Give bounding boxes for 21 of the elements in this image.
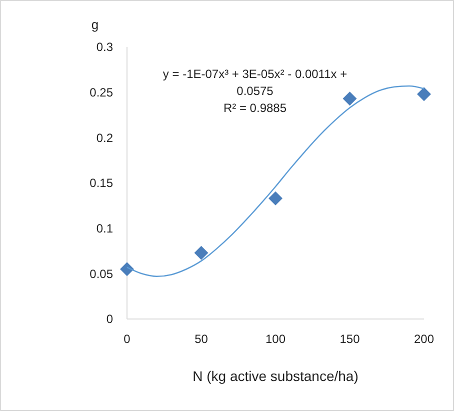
y-tick-label: 0.15 [90, 176, 114, 190]
point [417, 87, 431, 102]
y-axis-title: g [91, 17, 99, 32]
point [120, 262, 134, 276]
annotation: y = -1E-07x³ + 3E-05x² - 0.0011x + 0.0575 [162, 67, 348, 98]
x-axis-title: N (kg active substance/ha) [192, 368, 358, 384]
point [194, 246, 208, 260]
y-tick-label: 0.3 [96, 40, 114, 54]
y-tick-label: 0 [106, 312, 114, 326]
point [342, 92, 357, 106]
y-tick-label: 0.1 [96, 222, 114, 236]
y-tick-label: 0.25 [90, 86, 114, 100]
annotation: R² = 0.9885 [223, 101, 287, 115]
x-tick-label: 100 [265, 332, 286, 346]
x-tick-label: 50 [194, 332, 208, 346]
point [268, 191, 282, 206]
y-tick-label: 0.05 [90, 266, 114, 281]
x-tick-label: 200 [414, 332, 434, 346]
x-tick-label: 0 [124, 332, 131, 346]
x-tick-label: 150 [340, 332, 360, 346]
y-tick-label: 0.2 [96, 130, 114, 145]
